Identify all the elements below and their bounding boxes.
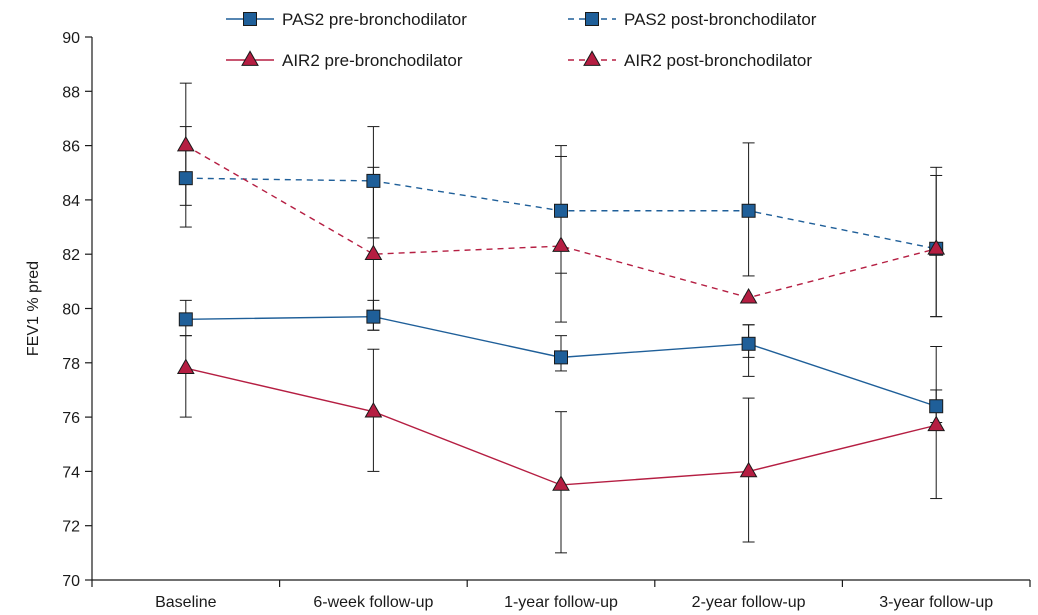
- legend-label: AIR2 pre-bronchodilator: [282, 51, 463, 70]
- y-tick-label: 80: [62, 302, 80, 319]
- data-point: [366, 173, 381, 188]
- data-point: [554, 350, 568, 365]
- data-point: [739, 287, 758, 304]
- legend-item: AIR2 pre-bronchodilator: [226, 50, 463, 70]
- y-tick-label: 70: [62, 573, 80, 590]
- y-tick-label: 86: [62, 139, 80, 156]
- x-tick-label: 6-week follow-up: [313, 594, 433, 611]
- x-tick-label: 2-year follow-up: [692, 594, 806, 611]
- y-tick-label: 90: [62, 30, 80, 47]
- y-axis-title: FEV1 % pred: [25, 261, 42, 356]
- x-tick-label: Baseline: [155, 594, 216, 611]
- legend-label: PAS2 pre-bronchodilator: [282, 10, 467, 29]
- y-tick-label: 74: [62, 464, 80, 481]
- legend-item: PAS2 pre-bronchodilator: [226, 10, 467, 29]
- legend-label: PAS2 post-bronchodilator: [624, 10, 817, 29]
- data-point: [927, 239, 946, 255]
- y-tick-label: 78: [62, 356, 80, 373]
- legend: PAS2 pre-bronchodilator PAS2 post-broncho…: [226, 10, 817, 70]
- y-tick-label: 82: [62, 247, 80, 264]
- data-point: [366, 309, 381, 324]
- data-point: [929, 399, 944, 414]
- series-markers: [176, 135, 946, 491]
- legend-marker: [583, 50, 601, 66]
- data-point: [927, 415, 946, 432]
- data-point: [176, 135, 195, 152]
- axes: 70 72 74 76 78 80 82 84 86 88 90 Baseline 6-week fol…: [62, 30, 1031, 611]
- legend-item: PAS2 post-bronchodilator: [568, 10, 817, 29]
- legend-label: AIR2 post-bronchodilator: [624, 51, 812, 70]
- data-point: [554, 203, 568, 218]
- series-line-4: [185, 144, 937, 299]
- y-tick-label: 72: [62, 519, 80, 536]
- legend-marker: [585, 12, 599, 26]
- data-point: [741, 203, 756, 218]
- data-point: [176, 358, 195, 375]
- data-point: [178, 312, 193, 327]
- data-point: [739, 461, 758, 478]
- data-point: [552, 475, 570, 491]
- y-tick-label: 88: [62, 84, 80, 101]
- y-tick-label: 84: [62, 193, 80, 210]
- legend-item: AIR2 post-bronchodilator: [568, 50, 812, 70]
- data-point: [178, 171, 193, 186]
- data-point: [741, 336, 756, 351]
- legend-marker: [243, 12, 257, 26]
- x-tick-label: 1-year follow-up: [504, 594, 618, 611]
- data-point: [552, 236, 570, 252]
- legend-marker: [241, 50, 259, 66]
- x-tick-label: 3-year follow-up: [879, 594, 993, 611]
- y-tick-label: 76: [62, 410, 80, 427]
- data-point: [364, 401, 383, 418]
- data-point: [364, 244, 383, 261]
